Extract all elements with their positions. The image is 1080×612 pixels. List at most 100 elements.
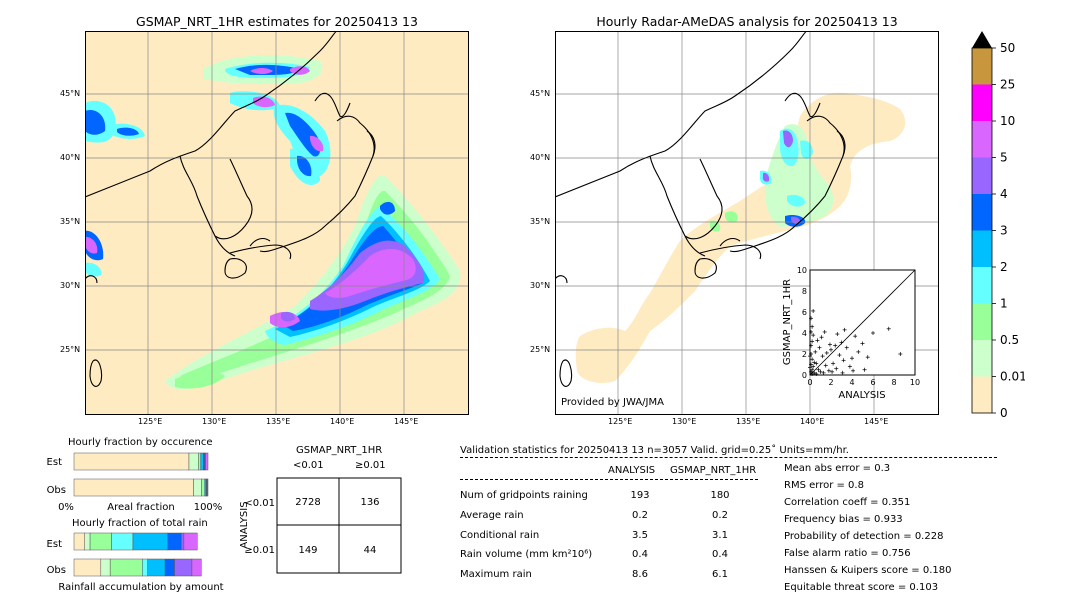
left-map-title: GSMAP_NRT_1HR estimates for 20250413 13	[136, 14, 418, 29]
scatter-point	[809, 343, 814, 348]
scatter-point	[831, 361, 836, 366]
fraction-bar-segment	[207, 478, 209, 497]
scatter-y-tick: 6	[802, 308, 807, 317]
right-lon-tick: 130°E	[672, 417, 697, 426]
colorbar-label: 25	[1000, 78, 1015, 92]
fraction-bar-segment	[73, 478, 194, 497]
right-rain-patches	[575, 92, 906, 383]
total-rain-bars	[73, 532, 202, 577]
colorbar-label: 2	[1000, 260, 1008, 274]
colorbar-swatch	[972, 157, 992, 194]
scatter-point	[819, 335, 824, 340]
fraction-bar-segment	[188, 452, 199, 471]
contingency-table: 2728 136 149 44 <0.01 ≥0.01 ANALYSIS	[239, 477, 402, 574]
scatter-x-tick: 2	[828, 378, 833, 387]
fraction-bar-segment	[201, 478, 205, 497]
score-line: Probability of detection = 0.228	[784, 531, 944, 542]
scatter-point	[816, 367, 821, 372]
scatter-point	[851, 368, 856, 373]
scatter-x-tick: 0	[807, 378, 812, 387]
fraction-bar-segment	[147, 558, 166, 577]
scatter-point	[834, 366, 839, 371]
left-lat-tick: 25°N	[60, 345, 81, 354]
colorbar-swatch	[972, 340, 992, 377]
validation-divider	[460, 457, 997, 458]
left-map-coastlines	[85, 31, 376, 387]
scatter-point	[811, 364, 816, 369]
colorbar-label: 10	[1000, 114, 1015, 128]
validation-row-analysis: 193	[630, 490, 650, 501]
occurrence-chart: Est Obs 0% 100% Areal fraction	[47, 452, 222, 513]
scatter-point	[886, 326, 891, 331]
contingency-cell: 44	[364, 545, 377, 556]
validation-row-label: Average rain	[460, 510, 524, 521]
total-rain-title: Hourly fraction of total rain	[72, 518, 208, 529]
scatter-diagonal	[809, 269, 916, 376]
validation-row-label: Num of gridpoints raining	[460, 490, 588, 501]
scatter-point	[812, 360, 817, 365]
validation-row-gsmap: 6.1	[712, 569, 728, 580]
left-map	[85, 31, 469, 415]
left-lat-tick: 35°N	[60, 217, 81, 226]
colorbar-swatches	[972, 48, 992, 413]
scatter-ylabel: GSMAP_NRT_1HR	[782, 279, 793, 365]
scatter-point	[810, 357, 815, 362]
left-lon-tick: 140°E	[330, 417, 355, 426]
scatter-point	[814, 371, 819, 376]
scatter-point	[809, 329, 814, 334]
scatter-point	[820, 354, 825, 359]
right-lat-tick: 35°N	[530, 217, 551, 226]
score-line: Equitable threat score = 0.103	[784, 582, 939, 593]
scatter-point	[839, 340, 844, 345]
fraction-bar-segment	[89, 532, 112, 551]
right-lat-tick: 25°N	[530, 345, 551, 354]
scatter-point	[840, 370, 845, 375]
scatter-y-tick: 10	[797, 266, 807, 275]
contingency-row-1: ≥0.01	[244, 545, 275, 556]
validation-row-label: Conditional rain	[460, 530, 540, 541]
fraction-bar-segment	[142, 558, 148, 577]
right-map-coastlines	[555, 31, 846, 387]
scatter-point	[808, 354, 812, 359]
validation-row-analysis: 0.2	[632, 510, 648, 521]
colorbar-label: 0.01	[1000, 370, 1025, 384]
right-lon-tick: 140°E	[800, 417, 825, 426]
validation-col-gsmap: GSMAP_NRT_1HR	[670, 465, 757, 476]
scatter-point	[847, 364, 852, 369]
scatter-point	[811, 333, 816, 338]
validation-col-analysis: ANALYSIS	[608, 465, 656, 476]
scatter-point	[842, 327, 847, 332]
scatter-point	[821, 370, 826, 375]
contingency-col-0: <0.01	[293, 460, 324, 471]
scatter-point	[823, 363, 828, 368]
score-line: Correlation coeff = 0.351	[784, 497, 911, 508]
scatter-point	[826, 368, 831, 373]
colorbar-swatch	[972, 230, 992, 267]
occurrence-row-obs: Obs	[47, 485, 66, 496]
scatter-point	[815, 338, 820, 343]
scatter-point	[811, 308, 816, 313]
scatter-point	[853, 334, 858, 339]
left-lon-tick: 145°E	[394, 417, 419, 426]
scatter-y-tick: 0	[802, 371, 807, 380]
validation-row-label: Maximum rain	[460, 569, 532, 580]
scatter-xlabel: ANALYSIS	[838, 390, 885, 401]
occurrence-xlabel: Areal fraction	[107, 502, 174, 513]
scatter-point	[865, 355, 870, 360]
right-lat-tick: 30°N	[530, 281, 551, 290]
left-lat-tick: 30°N	[60, 281, 81, 290]
fraction-bar-segment	[167, 532, 182, 551]
occurrence-tick-0: 0%	[58, 502, 74, 513]
colorbar-labels: 50 25 10 5 4 3 2 1 0.5 0.01 0	[992, 41, 1025, 418]
right-lon-tick: 125°E	[608, 417, 633, 426]
contingency-cell: 149	[298, 545, 317, 556]
right-lat-tick: 40°N	[530, 153, 551, 162]
fraction-bar-segment	[198, 452, 201, 471]
validation-row-gsmap: 0.4	[712, 549, 728, 560]
total-rain-chart: Est Obs Rainfall accumulation by amount	[47, 532, 224, 593]
colorbar-label: 4	[1000, 187, 1008, 201]
scatter-point	[850, 356, 854, 361]
scatter-point	[833, 343, 838, 348]
scatter-point	[810, 367, 815, 372]
fraction-bar-segment	[109, 558, 143, 577]
